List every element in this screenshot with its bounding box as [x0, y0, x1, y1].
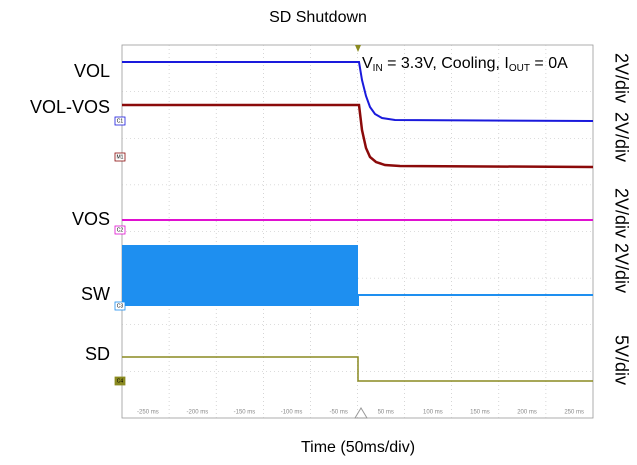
time-tick-label: -50 ms: [329, 410, 347, 416]
scale-label: 5V/div: [611, 335, 631, 385]
top-trigger: [355, 45, 361, 52]
time-tick-label: -100 ms: [281, 410, 303, 416]
annotation: VIN = 3.3V, Cooling, IOUT = 0A: [362, 55, 568, 73]
time-tick-label: 100 ms: [423, 410, 443, 416]
channel-marker-label: C3: [117, 303, 124, 309]
annotation-part: = 0A: [530, 55, 568, 72]
vol-vos-trace: [122, 103, 594, 169]
channel-label: SW: [81, 284, 110, 304]
annotation-sub: IN: [373, 63, 383, 74]
channel-marker-label: C2: [117, 227, 124, 233]
channel-marker: [114, 376, 126, 386]
channel-label: SD: [85, 344, 110, 364]
annotation-part: = 3.3V, Cooling, I: [383, 55, 509, 72]
scale-label: 2V/div: [611, 188, 631, 238]
time-tick-label: 50 ms: [378, 410, 394, 416]
time-tick-label: -250 ms: [137, 410, 159, 416]
channel-label: VOL: [74, 61, 110, 81]
channel-marker: [114, 301, 126, 311]
channel-marker: [114, 116, 126, 126]
time-tick-label: -200 ms: [187, 410, 209, 416]
channel-label: VOL-VOS: [30, 97, 110, 117]
title: SD Shutdown: [269, 9, 367, 26]
grid: [122, 45, 593, 418]
x-label: Time (50ms/div): [301, 439, 415, 456]
channel-marker: [114, 225, 126, 235]
vol-trace: [122, 61, 594, 122]
sd-trace: [122, 356, 593, 382]
channel-marker-label: C1: [117, 118, 124, 124]
scale-label: 2V/div: [611, 112, 631, 162]
time-tick-label: -150 ms: [234, 410, 256, 416]
sw-trace: [122, 245, 358, 306]
time-tick-label: 200 ms: [517, 410, 537, 416]
time-tick-label: 150 ms: [470, 410, 490, 416]
sw-trace-off: [357, 294, 593, 306]
annotation-part: V: [362, 55, 373, 72]
trigger-marker: [354, 407, 368, 419]
annotation-sub: OUT: [509, 63, 530, 74]
channel-marker-label: C4: [117, 378, 124, 384]
channel-marker-label: M1: [117, 154, 124, 160]
scale-label: 2V/div: [611, 53, 631, 103]
scale-label: 2V/div: [611, 243, 631, 293]
time-tick-label: 250 ms: [564, 410, 584, 416]
channel-label: VOS: [72, 209, 110, 229]
channel-marker: [114, 152, 126, 162]
